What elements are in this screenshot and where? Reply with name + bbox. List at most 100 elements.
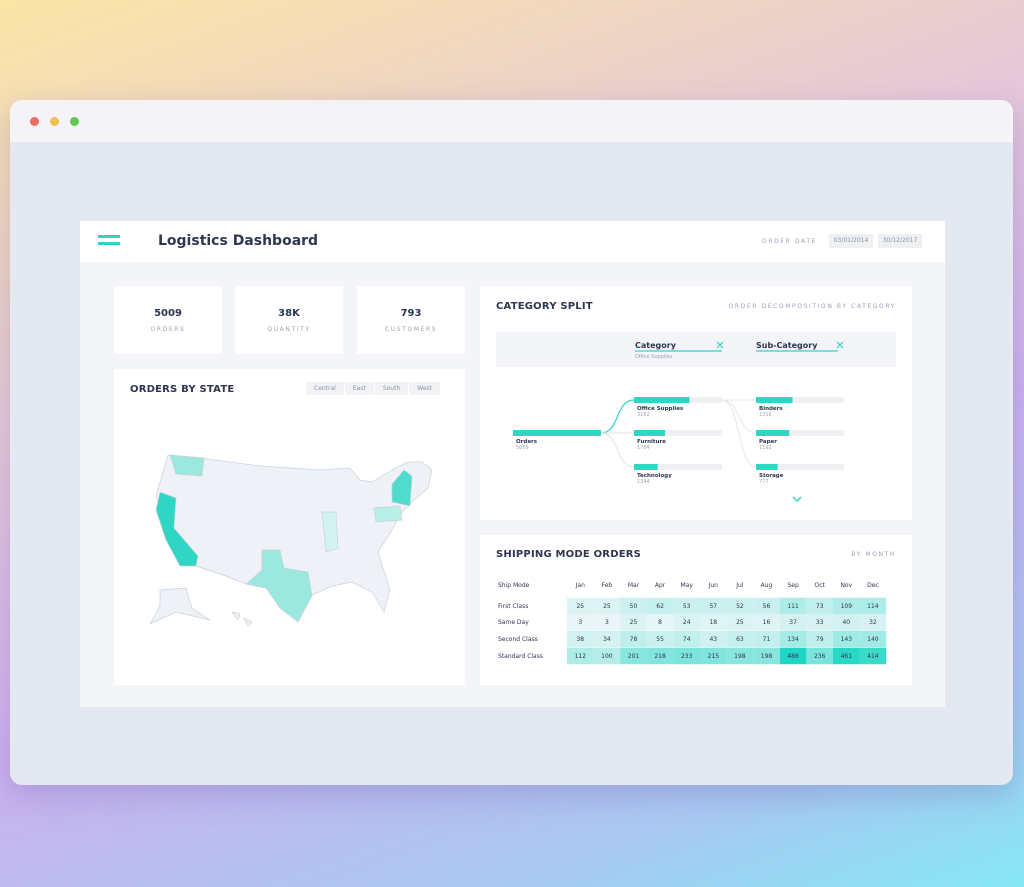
state-wa [169,454,205,477]
state-ny [391,469,413,507]
category-bar [634,430,665,436]
region-filter[interactable]: Central [306,382,344,395]
heat-cell [753,647,780,665]
close-dot[interactable] [30,117,39,126]
region-filter[interactable]: South [374,382,409,395]
subcategory-bar [756,464,778,470]
cell-value: 198 [761,653,773,660]
menu-icon[interactable] [98,235,120,238]
month-label: Nov [840,582,852,589]
heat-cell [833,597,860,615]
subcategory-bar [756,430,790,436]
cell-value: 32 [869,619,877,626]
heat-cell [593,647,621,665]
kpi-value: 793 [400,308,422,319]
shipping-subtitle: BY MONTH [851,551,896,558]
node-label: Technology [637,473,672,479]
expand-chevron[interactable] [792,496,802,502]
heatmap: Ship Mode Jan Feb Mar Apr May Jun Jul Aug Sep Oct N… [498,582,887,665]
cell-value: 50 [630,603,638,610]
cell-value: 79 [816,636,824,643]
level-name: Sub-Category [756,341,818,350]
category-bar [634,397,690,403]
level-bar [496,332,896,367]
kpi-card: 5009 ORDERS [114,286,222,354]
heat-cell [646,630,674,648]
remove-level[interactable] [716,341,724,349]
maximize-dot[interactable] [70,117,79,126]
cell-value: 37 [789,619,797,626]
cell-value: 24 [683,619,691,626]
cell-value: 25 [736,619,744,626]
node-label: Office Supplies [637,406,684,412]
node-value: 1344 [637,479,650,485]
heat-cell [859,647,887,665]
node-value: 1316 [759,412,772,418]
kpi-label: QUANTITY [267,326,311,333]
cell-value: 55 [656,636,664,643]
node-value: 1764 [637,445,650,451]
cell-value: 33 [816,619,824,626]
state-tx [245,549,313,623]
node-value: 3162 [637,412,650,418]
cell-value: 109 [841,603,853,610]
ship-mode: Same Day [498,619,529,626]
cell-value: 8 [658,619,662,626]
connector [721,399,757,468]
heat-cell [567,647,594,665]
bar-track [756,430,844,436]
kpi-card: 793 CUSTOMERS [357,286,465,354]
heat-cell [859,630,887,648]
heat-cell [700,630,727,648]
state-pa [373,505,403,523]
cell-value: 63 [736,636,744,643]
cell-value: 74 [683,636,691,643]
heat-cell [673,597,700,615]
heat-cell [779,613,807,631]
heat-cell [753,630,780,648]
category-subtitle: ORDER DECOMPOSITION BY CATEGORY [728,303,896,310]
us-map [149,454,433,627]
bar-track [634,430,722,436]
date-to[interactable]: 30/12/2017 [878,234,922,248]
cell-value: 57 [709,603,717,610]
heat-cell [646,597,674,615]
heat-cell [593,613,621,631]
cell-value: 198 [734,653,746,660]
cell-value: 25 [630,619,638,626]
region-filter[interactable]: East [344,382,374,395]
month-label: Mar [628,582,640,589]
node-value: 777 [759,479,769,485]
node-label: Storage [759,473,784,479]
heat-cell [806,647,833,665]
row-header: Ship Mode [498,582,530,589]
ship-mode: Second Class [498,636,538,643]
heat-cell [779,647,807,665]
month-label: Feb [602,582,613,589]
heat-cell [620,630,647,648]
date-from[interactable]: 03/01/2014 [829,234,873,248]
cell-value: 53 [683,603,691,610]
connector [721,399,757,434]
cell-value: 56 [763,603,771,610]
subcategory-bar [756,397,793,403]
minimize-dot[interactable] [50,117,59,126]
cell-value: 73 [816,603,824,610]
bar-track [634,464,722,470]
cell-value: 215 [708,653,720,660]
month-label: Jul [735,582,744,589]
remove-level[interactable] [836,341,844,349]
us-outline [155,454,433,623]
heat-cell [646,647,674,665]
cell-value: 218 [654,653,666,660]
cell-value: 486 [787,653,799,660]
heat-cell [593,630,621,648]
cell-value: 111 [787,603,799,610]
heat-cell [779,597,807,615]
region-filter[interactable]: West [409,382,441,395]
heat-cell [833,613,860,631]
cell-value: 62 [656,603,664,610]
cell-value: 25 [576,603,584,610]
cell-value: 233 [681,653,693,660]
month-label: Dec [867,582,879,589]
